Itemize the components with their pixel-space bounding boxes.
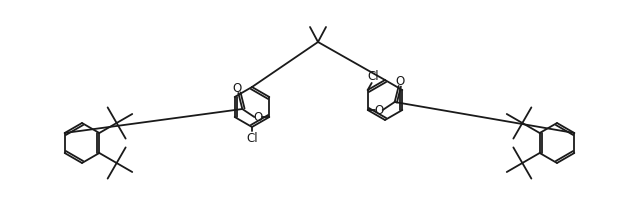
Text: O: O	[395, 75, 404, 87]
Text: Cl: Cl	[368, 69, 380, 83]
Text: Cl: Cl	[246, 131, 258, 145]
Text: O: O	[374, 103, 383, 117]
Text: O: O	[253, 111, 263, 123]
Text: O: O	[233, 81, 242, 95]
